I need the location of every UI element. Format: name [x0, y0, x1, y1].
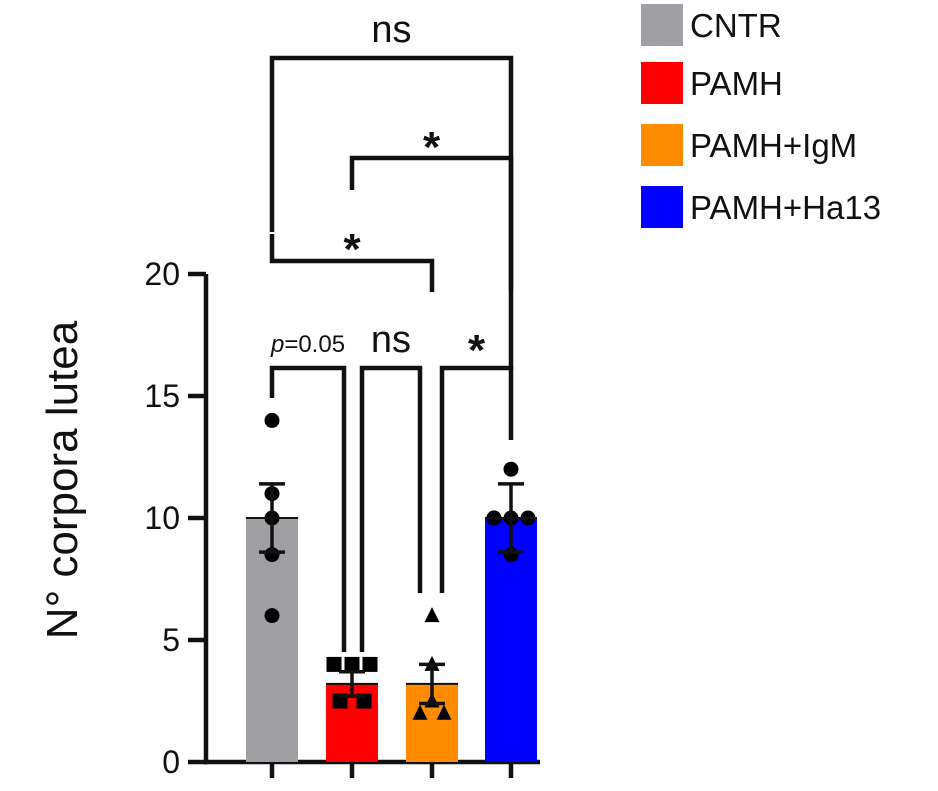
x-axis	[203, 759, 540, 778]
legend-label: PAMH	[690, 65, 783, 102]
significance-label: ns	[371, 319, 411, 361]
legend-swatch	[641, 186, 683, 228]
data-point	[503, 461, 519, 477]
significance-label: p=0.05	[270, 331, 345, 358]
y-tick-label: 20	[144, 256, 180, 292]
error-bars	[246, 482, 537, 706]
significance-bracket	[349, 155, 514, 292]
data-point	[264, 412, 280, 428]
data-point	[424, 607, 440, 623]
legend-label: PAMH+Ha13	[690, 189, 881, 226]
significance-label: *	[423, 123, 441, 172]
legend-swatch	[641, 4, 683, 46]
significance-bracket	[359, 365, 423, 652]
legend-label: PAMH+IgM	[690, 127, 857, 164]
y-axis: 0 5 10 15 20	[144, 256, 209, 780]
y-tick-label: 0	[162, 744, 180, 780]
significance-label: *	[468, 326, 486, 375]
legend-swatch	[641, 124, 683, 166]
significance-bracket	[269, 365, 347, 652]
data-point	[326, 656, 342, 672]
bars	[246, 518, 537, 762]
data-point	[412, 704, 428, 720]
y-tick-label: 15	[144, 378, 180, 414]
y-axis-title: N° corpora lutea	[38, 320, 87, 639]
significance-label: *	[343, 225, 361, 274]
significance-brackets: ns * * p=0.05 ns *	[269, 9, 514, 652]
legend-swatch	[641, 62, 683, 104]
y-tick-label: 10	[144, 500, 180, 536]
legend: CNTR PAMH PAMH+IgM PAMH+Ha13	[641, 4, 881, 228]
data-point	[344, 656, 360, 672]
data-point	[264, 608, 280, 624]
data-point	[362, 656, 378, 672]
significance-bracket	[439, 365, 514, 593]
legend-label: CNTR	[690, 7, 782, 44]
data-point	[436, 704, 452, 720]
y-tick-label: 5	[162, 622, 180, 658]
significance-bracket	[269, 234, 435, 292]
significance-label: ns	[371, 9, 411, 51]
